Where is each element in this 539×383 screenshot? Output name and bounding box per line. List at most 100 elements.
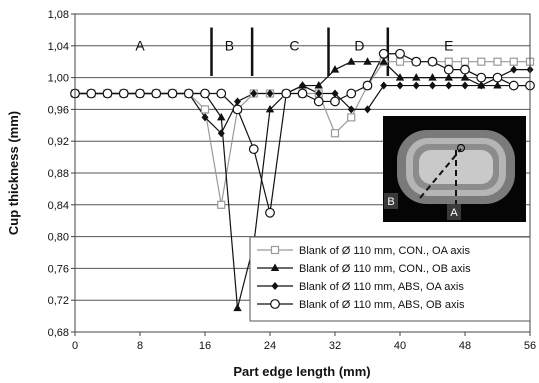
data-point xyxy=(427,56,438,67)
data-point xyxy=(493,81,502,89)
data-point xyxy=(492,72,503,83)
x-tick-label: 56 xyxy=(524,340,536,352)
data-point xyxy=(460,73,470,81)
data-point xyxy=(395,57,405,66)
data-point xyxy=(477,81,485,90)
data-point xyxy=(395,73,405,81)
data-point xyxy=(314,81,323,89)
data-point xyxy=(412,73,421,81)
region-label: C xyxy=(289,38,299,54)
data-point xyxy=(281,88,292,99)
x-tick-label: 40 xyxy=(394,340,406,352)
data-point xyxy=(151,88,162,99)
data-point xyxy=(331,89,339,98)
data-point xyxy=(217,112,226,121)
region-labels: A B C D E xyxy=(135,38,453,54)
data-point xyxy=(265,207,275,218)
inset-label-b-box xyxy=(384,193,398,209)
y-tick-label: 0,72 xyxy=(48,295,69,307)
region-label: B xyxy=(225,38,234,54)
data-point xyxy=(217,200,226,209)
data-point xyxy=(428,73,437,81)
legend-label: Blank of Ø 110 mm, CON., OB axis xyxy=(299,263,471,275)
x-tick-label: 16 xyxy=(199,340,211,352)
data-point xyxy=(217,129,225,138)
data-point xyxy=(233,303,242,312)
data-point xyxy=(443,64,454,75)
data-point xyxy=(380,81,388,90)
legend-marker xyxy=(270,299,280,309)
data-point xyxy=(347,57,356,65)
data-point xyxy=(201,113,209,122)
data-point xyxy=(234,97,241,106)
data-point xyxy=(135,88,145,99)
legend-label: Blank of Ø 110 mm, CON., OA axis xyxy=(299,245,470,257)
data-point xyxy=(200,105,210,114)
data-point xyxy=(250,89,258,98)
x-tick-label: 24 xyxy=(264,340,276,352)
x-ticks: 0 8 16 24 32 40 48 56 xyxy=(72,332,536,352)
x-tick-label: 48 xyxy=(459,340,471,352)
data-point xyxy=(200,88,210,99)
data-point xyxy=(183,88,194,99)
data-point xyxy=(330,65,340,73)
data-point xyxy=(493,57,502,66)
data-point xyxy=(412,81,420,90)
data-point xyxy=(461,81,469,90)
legend-box xyxy=(249,236,531,322)
y-tick-label: 0,76 xyxy=(48,263,69,275)
data-point xyxy=(265,104,275,113)
data-point xyxy=(444,73,453,81)
y-tick-label: 0,84 xyxy=(48,200,69,212)
y-tick-label: 1,08 xyxy=(48,9,69,21)
x-tick-label: 32 xyxy=(329,340,341,352)
data-point xyxy=(216,88,227,99)
legend-marker xyxy=(270,263,280,271)
data-point xyxy=(509,57,518,66)
data-point xyxy=(330,96,340,107)
y-tick-label: 0,80 xyxy=(48,232,69,244)
data-point xyxy=(510,65,518,74)
data-point xyxy=(460,64,470,75)
x-axis-label: Part edge length (mm) xyxy=(233,364,370,379)
grid-lines xyxy=(75,45,530,301)
data-point xyxy=(444,57,453,66)
data-point xyxy=(313,96,324,107)
region-label: D xyxy=(354,38,364,54)
data-point xyxy=(167,88,178,99)
data-point xyxy=(429,81,436,90)
series-markers xyxy=(70,48,535,312)
data-point xyxy=(232,104,243,115)
region-label: A xyxy=(135,38,145,54)
data-point xyxy=(378,48,389,59)
data-point xyxy=(86,88,97,99)
y-ticks: 0,68 0,72 0,76 0,80 0,84 0,88 0,92 0,96 1,00 1,04… xyxy=(48,9,75,339)
data-point xyxy=(102,88,113,99)
y-axis-label: Cup thickness (mm) xyxy=(6,111,21,235)
inset-label-a: A xyxy=(450,207,458,219)
y-tick-label: 0,88 xyxy=(48,168,69,180)
legend: Blank of Ø 110 mm, CON., OA axis Blank of… xyxy=(249,236,531,322)
data-point xyxy=(346,88,357,99)
y-tick-label: 0,92 xyxy=(48,136,69,148)
data-point xyxy=(315,89,323,98)
legend-label: Blank of Ø 110 mm, ABS, OB axis xyxy=(299,299,465,311)
legend-marker xyxy=(270,245,280,255)
data-point xyxy=(411,56,422,67)
data-point xyxy=(477,57,486,66)
data-point xyxy=(362,80,373,91)
data-point xyxy=(330,129,340,138)
y-tick-label: 1,04 xyxy=(48,41,69,53)
data-point xyxy=(118,88,129,99)
data-point xyxy=(460,57,470,66)
data-point xyxy=(299,81,306,90)
data-point xyxy=(379,57,388,65)
data-point xyxy=(476,72,487,83)
inset-label-b: B xyxy=(387,196,394,208)
legend-marker xyxy=(271,282,279,290)
data-point xyxy=(395,48,405,59)
inset-label-a-box xyxy=(447,204,461,220)
data-point xyxy=(266,89,274,98)
data-point xyxy=(347,113,356,122)
